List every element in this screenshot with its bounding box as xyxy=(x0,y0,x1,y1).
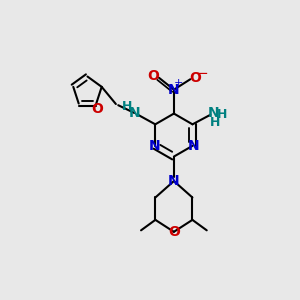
Text: N: N xyxy=(148,139,160,153)
Text: O: O xyxy=(168,225,180,239)
Text: −: − xyxy=(196,66,208,81)
Text: O: O xyxy=(91,102,103,116)
Text: N: N xyxy=(208,106,220,120)
Text: O: O xyxy=(190,71,202,85)
Text: N: N xyxy=(188,139,199,153)
Text: O: O xyxy=(148,69,160,83)
Text: H: H xyxy=(210,116,221,129)
Text: +: + xyxy=(174,78,183,88)
Text: N: N xyxy=(129,106,140,120)
Text: N: N xyxy=(168,83,180,97)
Text: N: N xyxy=(168,174,180,188)
Text: H: H xyxy=(122,100,132,113)
Text: H: H xyxy=(217,108,228,121)
